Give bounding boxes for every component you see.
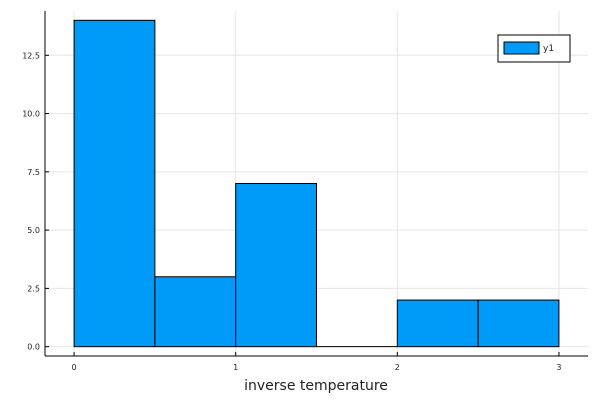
x-axis-ticks: 0 1 2 3 [72,352,561,372]
x-tick-label: 1 [233,363,238,372]
x-tick-label: 2 [395,363,400,372]
y-tick-label: 12.5 [22,51,40,60]
y-tick-label: 2.5 [27,284,40,293]
y-axis-ticks: 0.0 2.5 5.0 7.5 10.0 12.5 [22,51,49,352]
legend: y1 [497,34,571,63]
x-tick-label: 3 [556,363,561,372]
legend-swatch [503,41,540,55]
y-tick-label: 10.0 [22,110,40,119]
histogram-bar [73,19,156,348]
legend-label: y1 [543,44,554,54]
histogram-bar [477,299,560,348]
histogram-bars [73,19,560,348]
histogram-bar [396,299,479,348]
x-tick-label: 0 [72,363,77,372]
y-tick-label: 5.0 [27,226,40,235]
axes [44,11,588,357]
x-axis-label: inverse temperature [244,378,388,394]
histogram-bar [235,183,317,348]
histogram-bar [154,276,237,348]
y-tick-label: 7.5 [27,168,40,177]
y-tick-label: 0.0 [27,343,40,352]
